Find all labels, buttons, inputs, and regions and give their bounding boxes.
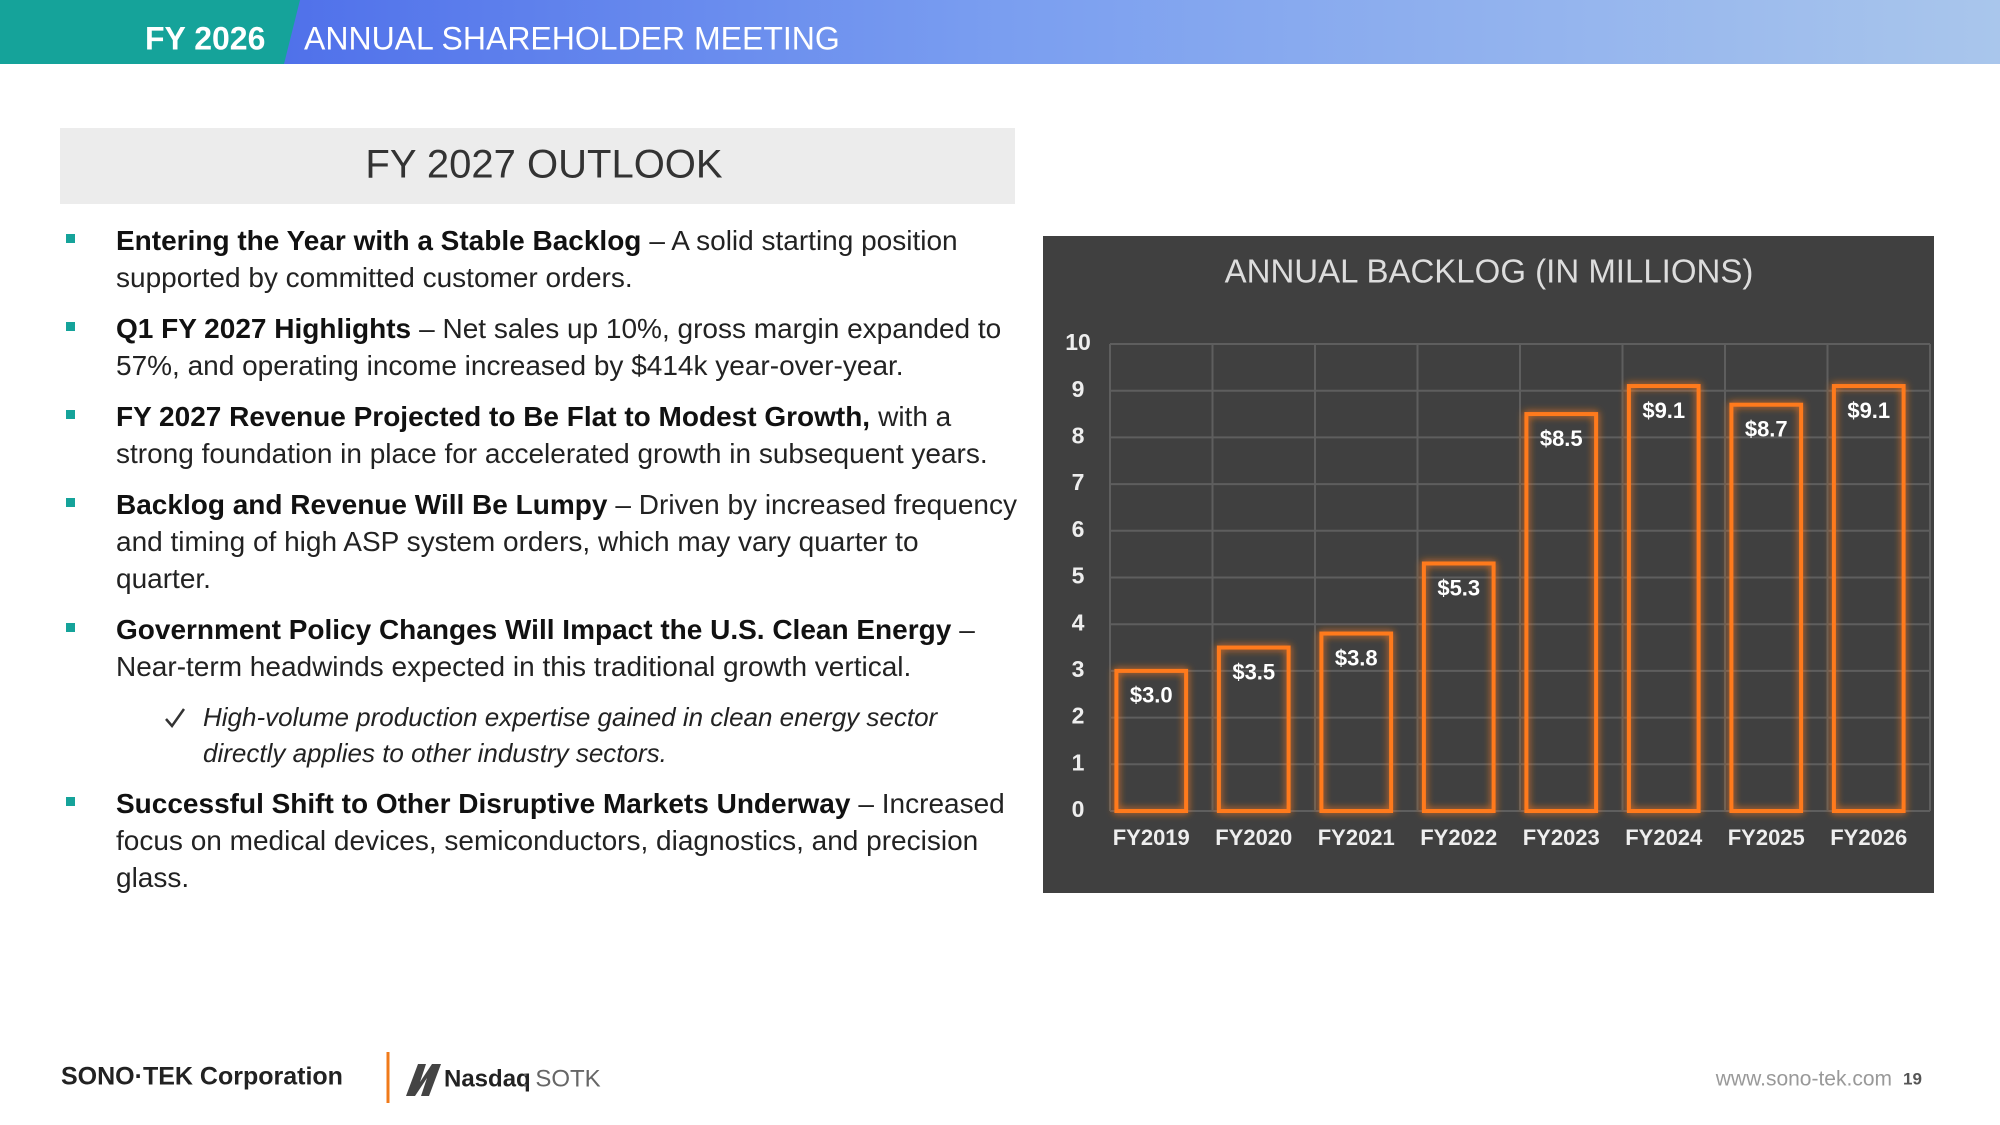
bar [1831, 384, 1906, 813]
bullet-heading: Government Policy Changes Will Impact th… [116, 614, 952, 645]
y-tick-label: 9 [1072, 376, 1085, 402]
value-label: $5.3 [1437, 575, 1480, 600]
nasdaq-logo [406, 1064, 441, 1096]
bullet-text: – Near-term headwinds expected in this t… [116, 614, 975, 682]
company-logo: SONO·TEK Corporation [61, 1063, 343, 1091]
y-tick-label: 6 [1072, 516, 1085, 542]
value-label: $3.8 [1335, 645, 1378, 670]
value-label: $8.5 [1540, 426, 1583, 451]
url: www.sono-tek.com [1715, 1068, 1892, 1091]
bullet-text: – Driven by increased frequency and timi… [116, 489, 1017, 594]
x-tick-label: FY2023 [1523, 825, 1600, 850]
y-tick-label: 5 [1072, 563, 1085, 589]
bar [1729, 402, 1804, 813]
y-tick-label: 10 [1065, 329, 1091, 355]
bullet: Government Policy Changes Will Impact th… [60, 611, 1020, 685]
bullet: FY 2027 Revenue Projected to Be Flat to … [60, 398, 1020, 472]
bar [1114, 668, 1189, 814]
y-tick-label: 2 [1072, 703, 1085, 729]
bar [1216, 645, 1291, 813]
ticker: : SOTK [522, 1065, 601, 1092]
y-tick-label: 7 [1072, 469, 1085, 495]
sub-bullet: High-volume production expertise gained … [60, 699, 1020, 771]
header-title: ANNUAL SHAREHOLDER MEETING [304, 20, 840, 56]
bullet-text: – A solid starting position supported by… [116, 225, 958, 293]
chart-title: ANNUAL BACKLOG (IN MILLIONS) [1225, 253, 1754, 290]
x-tick-label: FY2026 [1830, 825, 1907, 850]
bar [1319, 631, 1394, 813]
value-label: $8.7 [1745, 417, 1788, 442]
header-bar [0, 0, 2000, 64]
x-tick-label: FY2019 [1113, 825, 1190, 850]
outlook-title: FY 2027 OUTLOOK [365, 143, 723, 187]
bar [1626, 384, 1701, 813]
bullet-list: Entering the Year with a Stable Backlog –… [60, 222, 1020, 910]
y-tick-label: 4 [1072, 609, 1085, 635]
outlook-title-box [60, 128, 1015, 204]
x-tick-label: FY2020 [1215, 825, 1292, 850]
bullet-heading: Backlog and Revenue Will Be Lumpy [116, 489, 608, 520]
value-label: $9.1 [1642, 398, 1685, 423]
value-label: $3.5 [1232, 659, 1275, 684]
bullet: Q1 FY 2027 Highlights – Net sales up 10%,… [60, 310, 1020, 384]
y-tick-label: 8 [1072, 422, 1085, 448]
x-tick-label: FY2021 [1318, 825, 1395, 850]
value-label: $9.1 [1847, 398, 1890, 423]
x-tick-label: FY2022 [1420, 825, 1497, 850]
bullet-text: with a strong foundation in place for ac… [116, 401, 988, 469]
bullet-heading: Q1 FY 2027 Highlights [116, 313, 412, 344]
bullet-heading: Successful Shift to Other Disruptive Mar… [116, 788, 851, 819]
bullet: Backlog and Revenue Will Be Lumpy – Drive… [60, 486, 1020, 597]
header-year: FY 2026 [145, 20, 265, 56]
bullet-text: – Increased focus on medical devices, se… [116, 788, 1005, 893]
y-tick-label: 0 [1072, 796, 1085, 822]
check-icon [165, 708, 186, 729]
value-label: $3.0 [1130, 683, 1173, 708]
bullet-heading: FY 2027 Revenue Projected to Be Flat to … [116, 401, 871, 432]
x-tick-label: FY2025 [1728, 825, 1805, 850]
bullet-heading: Entering the Year with a Stable Backlog [116, 225, 642, 256]
x-tick-label: FY2024 [1625, 825, 1703, 850]
bar [1421, 561, 1496, 813]
exchange: Nasdaq [444, 1065, 531, 1092]
bullet: Entering the Year with a Stable Backlog –… [60, 222, 1020, 296]
y-tick-label: 1 [1072, 749, 1085, 775]
bullet: Successful Shift to Other Disruptive Mar… [60, 785, 1020, 896]
header-tab [0, 0, 300, 64]
sub-bullet-text: High-volume production expertise gained … [203, 702, 938, 768]
bullet-text: – Net sales up 10%, gross margin expande… [116, 313, 1002, 381]
bar [1524, 412, 1599, 813]
page-number: 19 [1903, 1069, 1922, 1088]
y-tick-label: 3 [1072, 656, 1085, 682]
